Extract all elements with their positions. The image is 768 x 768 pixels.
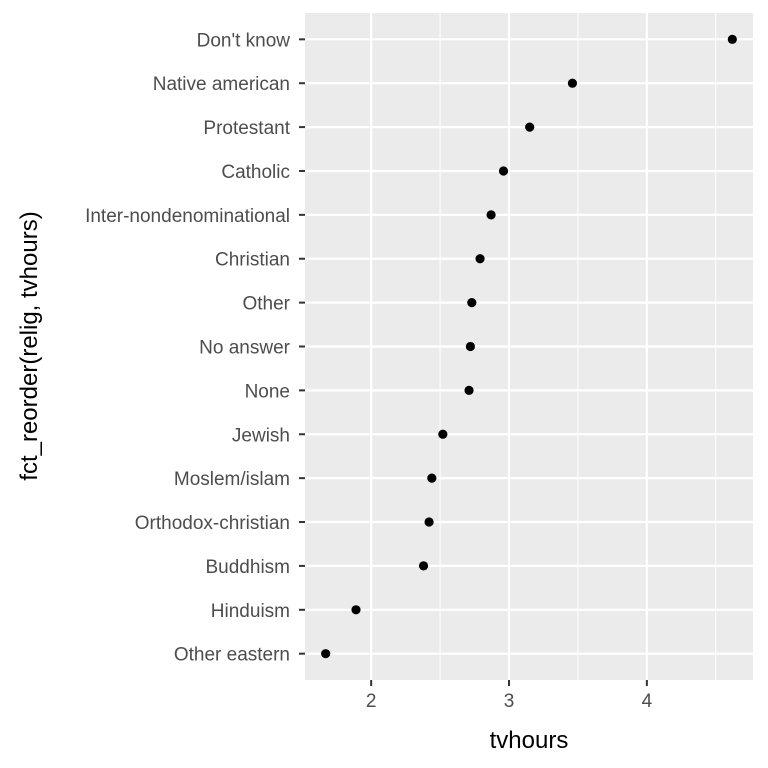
data-point (475, 254, 485, 264)
data-point (525, 122, 535, 132)
data-point (467, 298, 477, 308)
y-tick-label: Christian (215, 250, 290, 271)
data-point (486, 210, 496, 220)
x-tick-label: 3 (504, 691, 515, 712)
y-axis-title: fct_reorder(relig, tvhours) (16, 211, 43, 480)
y-tick-label: Protestant (203, 118, 290, 139)
data-point (351, 605, 361, 615)
x-axis: 2 3 4 (366, 680, 653, 712)
y-tick-label: Moslem/islam (174, 469, 290, 490)
data-point (465, 341, 476, 352)
major-gridlines (305, 13, 753, 680)
y-tick-label: Orthodox-christian (135, 513, 290, 534)
y-tick-label: No answer (199, 338, 290, 359)
y-tick-label: Other (242, 294, 290, 315)
data-point (424, 517, 434, 527)
data-point (427, 473, 437, 483)
data-point (321, 649, 331, 659)
data-point (438, 429, 448, 439)
y-tick-label: Native american (153, 74, 290, 95)
data-point (567, 78, 578, 88)
y-tick-label: Buddhism (206, 557, 291, 578)
x-tick-label: 4 (642, 691, 653, 712)
y-tick-label: Jewish (232, 425, 290, 446)
data-point (418, 561, 429, 571)
y-tick-label: Catholic (221, 162, 290, 183)
data-point (498, 166, 509, 176)
y-tick-label: Hinduism (211, 601, 290, 622)
x-tick-label: 2 (366, 691, 377, 712)
data-point (464, 385, 474, 395)
data-point (727, 34, 737, 44)
y-tick-label: Don't know (197, 30, 291, 51)
y-tick-label: None (245, 381, 290, 402)
data-points (321, 34, 737, 659)
y-axis: Other eastern Hinduism Buddhism Orthodox-ch… (85, 30, 305, 666)
y-tick-label: Inter-nondenominational (85, 206, 290, 227)
y-tick-label: Other eastern (174, 645, 290, 666)
x-axis-title: tvhours (490, 727, 569, 754)
